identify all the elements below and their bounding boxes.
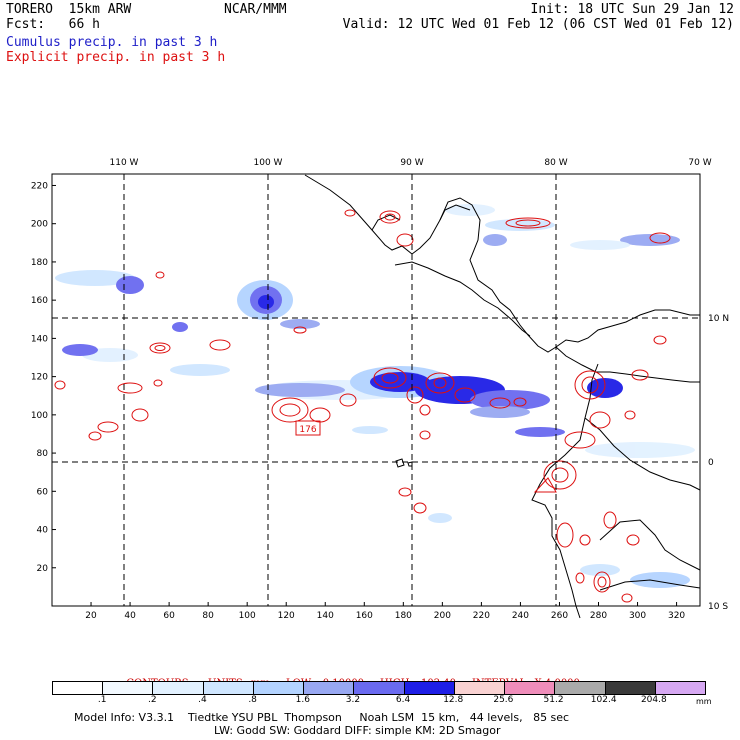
color-swatch [454, 682, 506, 694]
color-bar-label: 25.6 [493, 695, 514, 705]
color-swatch [404, 682, 455, 694]
color-swatch [103, 682, 154, 694]
svg-text:176: 176 [299, 425, 316, 435]
x-tick-label: 100 [239, 611, 256, 620]
color-bar-unit: mm [696, 697, 712, 706]
y-tick-label: 160 [31, 296, 48, 306]
color-bar-label: 102.4 [590, 695, 617, 705]
color-swatch [304, 682, 355, 694]
x-tick-label: 140 [317, 611, 334, 620]
color-swatch [253, 682, 305, 694]
y-tick-label: 120 [31, 373, 48, 383]
color-bar-label: 12.8 [443, 695, 464, 705]
color-swatch [153, 682, 204, 694]
y-tick-label: 60 [37, 487, 49, 497]
latitude-label: 10 S [708, 602, 728, 612]
valid-time: Valid: 12 UTC Wed 01 Feb 12 (06 CST Wed … [342, 17, 734, 32]
color-bar [52, 681, 706, 695]
cumulus-legend: Cumulus precip. in past 3 h [6, 35, 218, 50]
x-tick-label: 40 [124, 611, 136, 620]
color-bar-label: 204.8 [640, 695, 667, 705]
x-tick-label: 220 [473, 611, 490, 620]
color-bar-label: .1 [97, 695, 107, 705]
color-bar-label: .2 [148, 695, 157, 705]
x-tick-label: 300 [629, 611, 646, 620]
x-tick-label: 260 [551, 611, 568, 620]
color-swatch [354, 682, 405, 694]
x-tick-label: 280 [590, 611, 607, 620]
init-time: Init: 18 UTC Sun 29 Jan 12 [530, 2, 735, 17]
color-swatch [555, 682, 606, 694]
axis-ticks: 20 40 60 80 100 120 140 160 180 200 220 240 260 280 30… [31, 158, 729, 620]
y-tick-label: 40 [37, 526, 49, 536]
y-tick-label: 180 [31, 258, 48, 268]
longitude-label: 110 W [110, 158, 139, 168]
x-tick-label: 20 [85, 611, 97, 620]
color-swatch [53, 682, 104, 694]
color-bar-label: 6.4 [395, 695, 411, 705]
color-bar-label: 51.2 [543, 695, 564, 705]
longitude-label: 90 W [400, 158, 423, 168]
model-name: TORERO 15km ARW [6, 2, 132, 17]
color-swatch [203, 682, 254, 694]
x-tick-label: 120 [278, 611, 295, 620]
longitude-label: 70 W [688, 158, 711, 168]
y-tick-label: 100 [31, 411, 48, 421]
max-label: 176 [295, 420, 321, 436]
y-tick-label: 200 [31, 220, 48, 230]
x-tick-label: 200 [434, 611, 451, 620]
latitude-label: 10 N [708, 314, 729, 324]
color-bar-label: 3.2 [345, 695, 361, 705]
x-tick-label: 320 [668, 611, 685, 620]
y-tick-label: 20 [37, 564, 49, 574]
model-info-line2: LW: Godd SW: Goddard DIFF: simple KM: 2D… [214, 724, 501, 737]
color-bar-labels: .1 .2 .4 .8 1.6 3.2 6.4 12.8 25.6 51.2 102.4 204.8 [52, 695, 704, 707]
color-bar-label: .8 [248, 695, 257, 705]
map-frame [51, 173, 701, 607]
longitude-label: 100 W [254, 158, 283, 168]
latitude-label: 0 [708, 458, 714, 468]
color-swatch [605, 682, 656, 694]
cumulus-precip-shading [55, 204, 695, 588]
color-bar-label: .4 [198, 695, 207, 705]
y-tick-label: 80 [37, 449, 49, 459]
x-tick-label: 80 [202, 611, 214, 620]
y-tick-label: 220 [31, 181, 48, 191]
forecast-hour: Fcst: 66 h [6, 17, 100, 32]
center-name: NCAR/MMM [224, 2, 287, 17]
x-tick-label: 180 [395, 611, 412, 620]
color-bar-label: 1.6 [295, 695, 310, 705]
color-swatch [505, 682, 556, 694]
explicit-legend: Explicit precip. in past 3 h [6, 50, 226, 65]
lat-lon-grid [52, 174, 700, 606]
explicit-precip-contours [54, 209, 671, 603]
y-tick-label: 140 [31, 334, 48, 344]
x-tick-label: 240 [512, 611, 529, 620]
model-info-line1: Model Info: V3.3.1 Tiedtke YSU PBL Thomp… [74, 711, 570, 724]
precip-map: 176 20 40 60 80 100 120 140 160 180 200 220 240 260 2… [31, 158, 729, 620]
color-swatch [655, 682, 706, 694]
x-tick-label: 160 [356, 611, 373, 620]
x-tick-label: 60 [163, 611, 175, 620]
longitude-label: 80 W [544, 158, 567, 168]
